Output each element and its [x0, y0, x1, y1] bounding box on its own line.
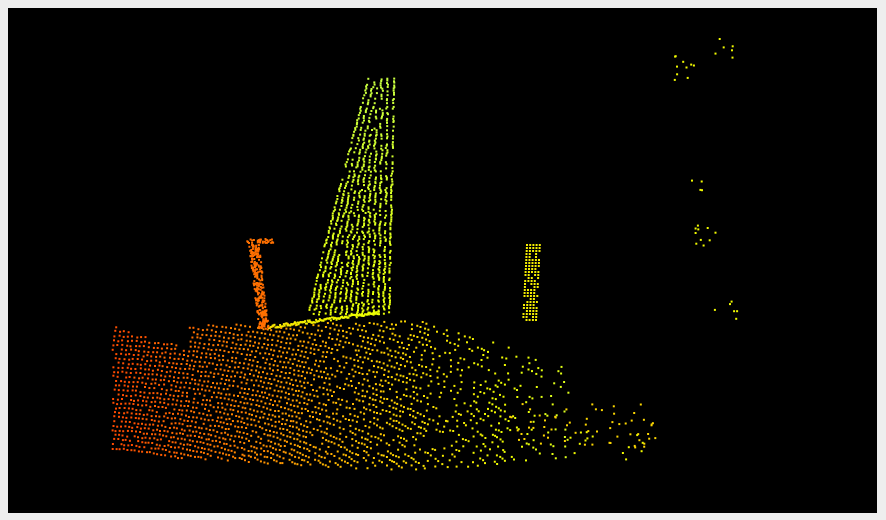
wall-points	[268, 77, 396, 330]
point-cloud-viewport[interactable]	[8, 8, 877, 513]
point-cloud-canvas[interactable]	[8, 8, 877, 513]
floor-points	[111, 320, 657, 471]
post-points	[246, 238, 275, 330]
yellow-panel-points	[522, 244, 541, 321]
distant-sparse-points	[569, 38, 739, 461]
